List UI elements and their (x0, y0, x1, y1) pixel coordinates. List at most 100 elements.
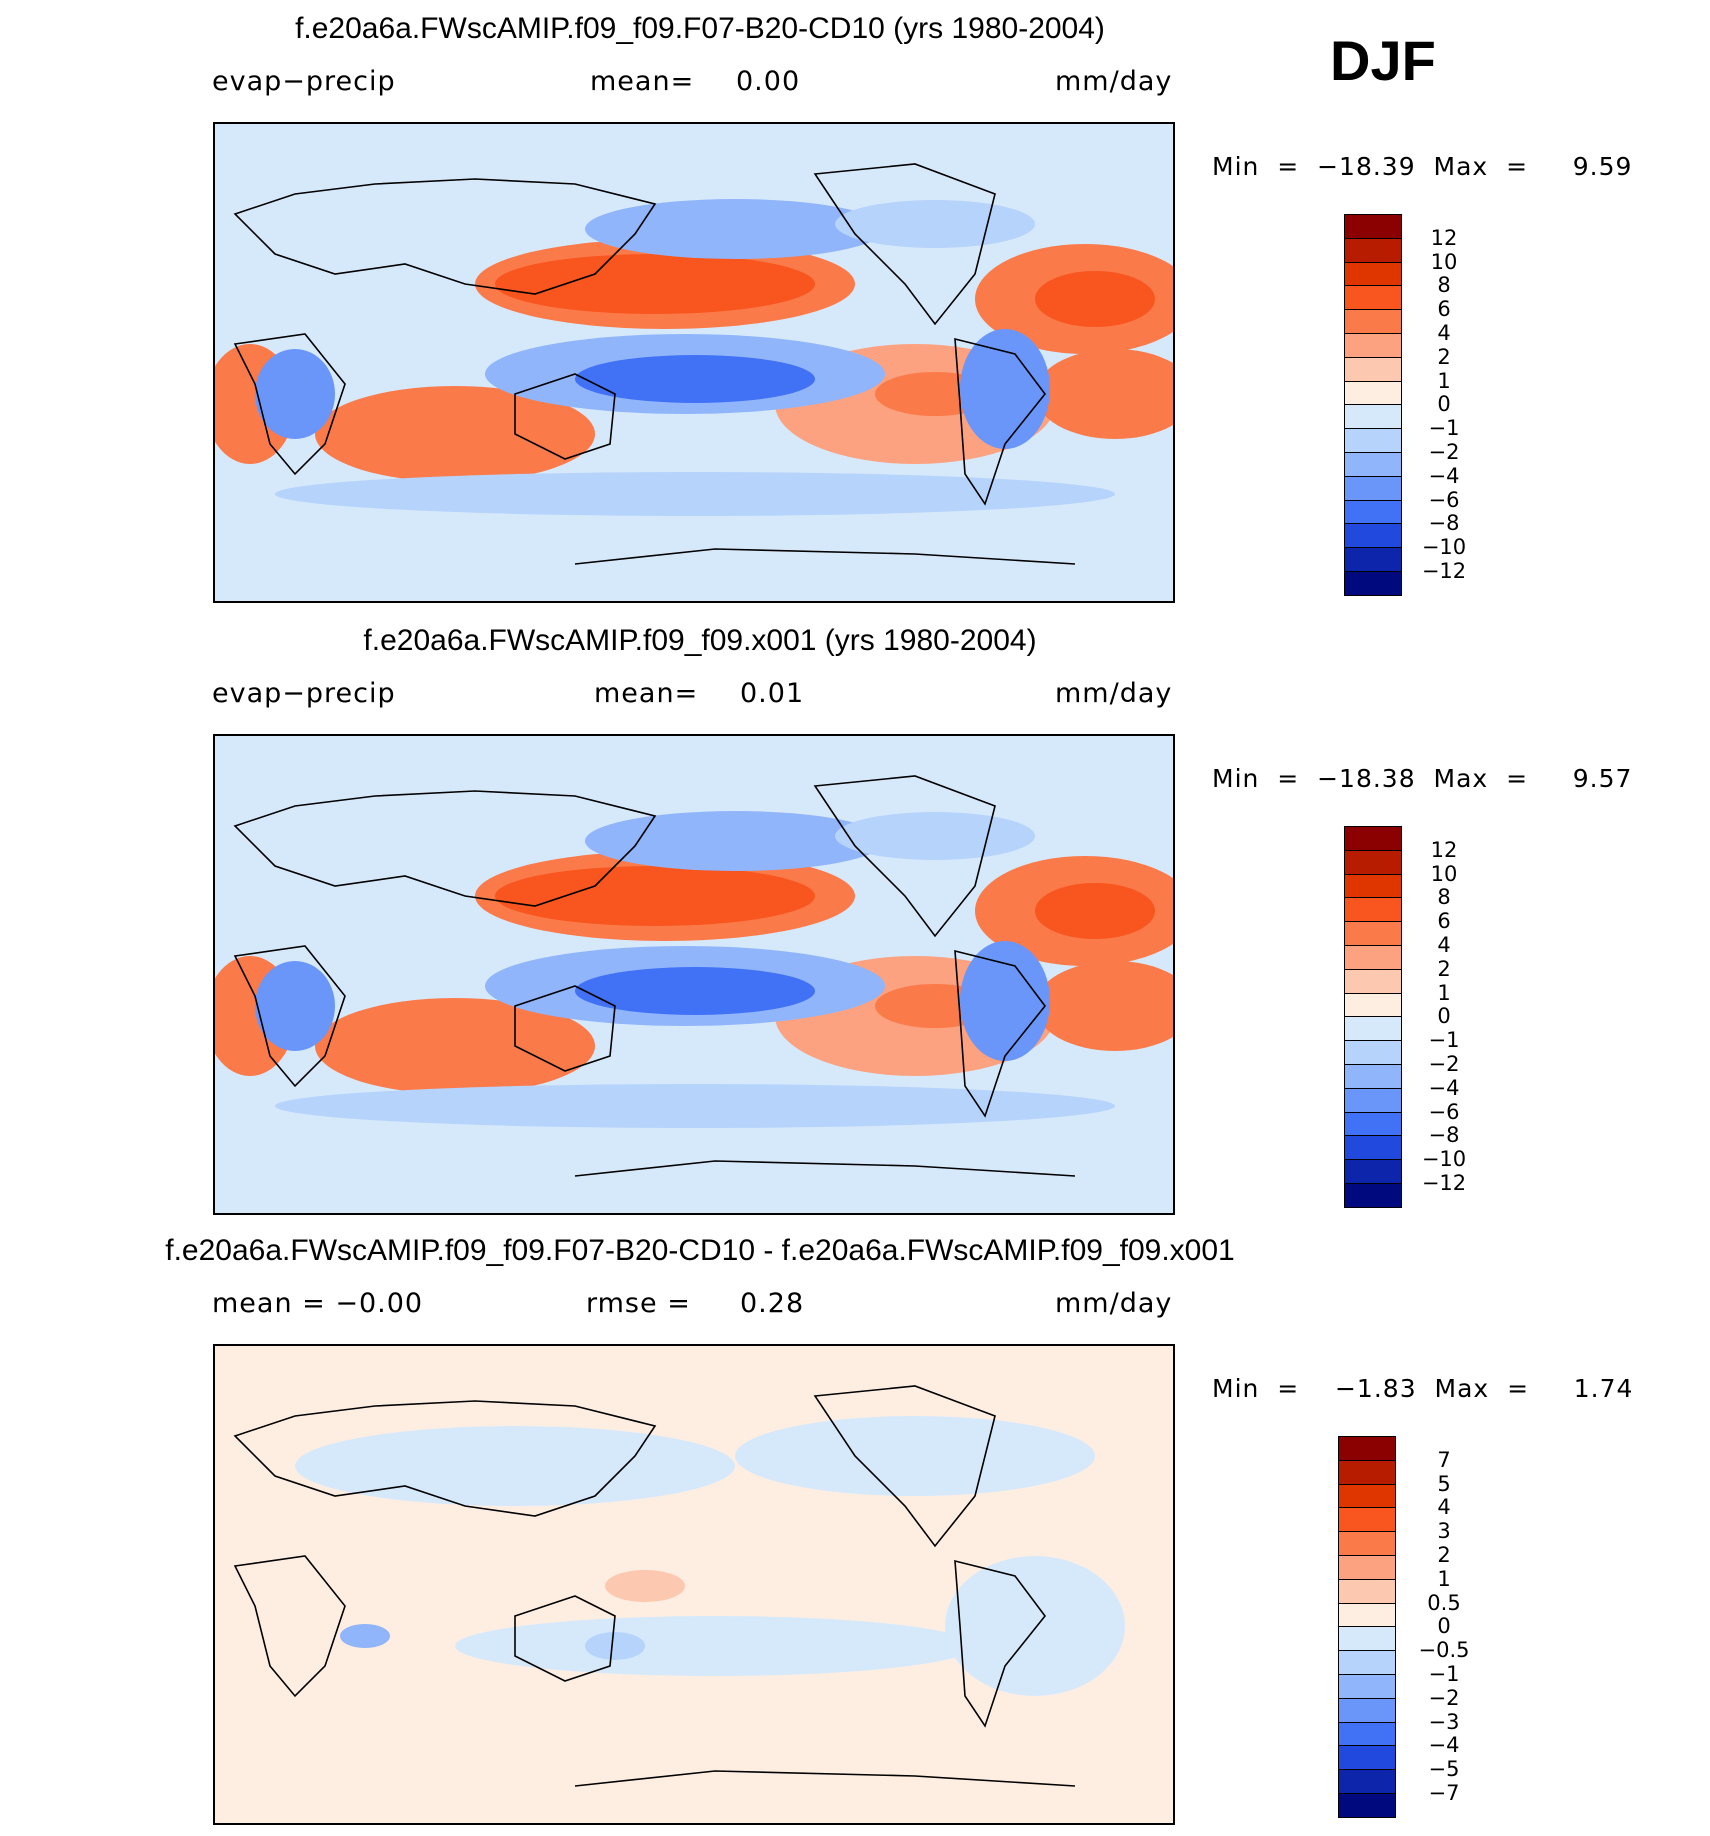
colorbar-swatch (1344, 429, 1402, 453)
colorbar-tick-label: 5 (1437, 1471, 1451, 1496)
colorbar-swatch (1344, 993, 1402, 1018)
rmse-value: 0.28 (740, 1288, 805, 1319)
panel-title: f.e20a6a.FWscAMIP.f09_f09.x001 (yrs 1980… (363, 624, 1037, 657)
colorbar-swatch (1344, 922, 1402, 946)
colorbar-tick-label: 2 (1437, 1543, 1451, 1567)
colorbar-swatch (1344, 524, 1402, 549)
coastline-antarctica (574, 1160, 1076, 1177)
colorbar-swatch (1338, 1698, 1396, 1723)
coastline-africa (233, 945, 346, 1088)
coastline-s-america (954, 337, 1047, 506)
colorbar-tick-label: 0 (1437, 392, 1451, 417)
colorbar-swatch (1344, 262, 1402, 287)
colorbar-tick-label: 4 (1437, 933, 1451, 957)
panel-1: f.e20a6a.FWscAMIP.f09_f09.F07-B20-CD10 (… (0, 0, 1710, 612)
coastline-eurasia (233, 790, 657, 907)
colorbar-swatch (1344, 874, 1402, 899)
colorbar-tick-label: 2 (1437, 956, 1451, 981)
colorbar-tick-label: 10 (1430, 249, 1458, 274)
contour-n-pacific-storm-track (585, 199, 885, 259)
contour-s-atlantic-evap (1035, 349, 1173, 439)
colorbar-swatch (1338, 1460, 1396, 1485)
map-svg (215, 736, 1173, 1213)
colorbar-swatch (1344, 898, 1402, 923)
contour-s-indian-evap (315, 998, 595, 1094)
colorbar-tick-label: 6 (1437, 909, 1451, 934)
colorbar-tick-label: −5 (1428, 1757, 1460, 1782)
coastline-n-america (813, 1385, 996, 1548)
colorbar-tick-label: 8 (1437, 885, 1451, 910)
colorbar-swatch (1344, 310, 1402, 334)
contour-diff-neg-4 (945, 1556, 1125, 1696)
colorbar-tick-label: 0 (1437, 1004, 1451, 1029)
colorbar-swatch (1344, 1183, 1402, 1208)
contour-s-indian-evap (315, 386, 595, 482)
contour-amazon-precip (960, 329, 1050, 449)
colorbar-tick-label: 10 (1430, 861, 1458, 886)
panel-title: f.e20a6a.FWscAMIP.f09_f09.F07-B20-CD10 -… (165, 1234, 1235, 1267)
colorbar-tick-label: 6 (1437, 297, 1451, 322)
colorbar-swatch (1344, 826, 1402, 851)
colorbar-tick-label: 12 (1430, 837, 1458, 862)
colorbar-swatch (1344, 381, 1402, 406)
coastline-antarctica (574, 1770, 1076, 1787)
colorbar-swatch (1344, 452, 1402, 477)
colorbar-swatch (1338, 1436, 1396, 1461)
colorbar-swatch (1344, 1160, 1402, 1184)
colorbar-swatch (1338, 1532, 1396, 1556)
contour-diff-pos-1 (605, 1570, 685, 1602)
colorbar-swatch (1338, 1770, 1396, 1794)
colorbar-swatch (1338, 1793, 1396, 1818)
colorbar-swatch (1344, 571, 1402, 596)
contour-n-atlantic-core (1035, 883, 1155, 939)
colorbar-swatch (1344, 1112, 1402, 1137)
colorbar-tick-label: 12 (1430, 225, 1458, 250)
colorbar-tick-label: −0.5 (1418, 1638, 1470, 1663)
colorbar (1338, 1436, 1396, 1818)
colorbar-tick-label: −8 (1428, 511, 1460, 536)
contour-diff-neg-3 (455, 1616, 975, 1676)
contour-amazon-precip (960, 941, 1050, 1061)
colorbar-tick-label: 4 (1437, 321, 1451, 345)
colorbar-swatch (1338, 1651, 1396, 1675)
minmax-label: Min = −18.39 Max = 9.59 (1212, 152, 1633, 181)
colorbar-tick-label: −10 (1421, 535, 1467, 560)
colorbar-tick-label: −6 (1428, 1099, 1460, 1124)
colorbar-swatch (1338, 1627, 1396, 1652)
coastline-australia (514, 985, 616, 1072)
contour-n-atlantic-storm-track (835, 812, 1035, 860)
colorbar-swatch (1344, 945, 1402, 970)
colorbar-swatch (1338, 1603, 1396, 1628)
units-label: mm/day (1055, 1288, 1173, 1319)
colorbar-swatch (1344, 476, 1402, 501)
colorbar-tick-label: −12 (1421, 559, 1467, 583)
colorbar-swatch (1338, 1746, 1396, 1771)
colorbar-swatch (1344, 969, 1402, 994)
colorbar-swatch (1338, 1508, 1396, 1533)
colorbar-tick-label: 1 (1437, 368, 1451, 393)
contour-southern-storm-track (275, 1084, 1115, 1128)
coastline-australia (514, 1595, 616, 1682)
colorbar-swatch (1344, 548, 1402, 572)
colorbar-tick-label: −1 (1428, 1662, 1460, 1686)
coastline-s-america (954, 949, 1047, 1118)
colorbar-tick-label: 0.5 (1427, 1590, 1461, 1615)
coastline-australia (514, 373, 616, 460)
coastline-antarctica (574, 548, 1076, 565)
colorbar-tick-label: −2 (1428, 1685, 1460, 1710)
colorbar-tick-label: −6 (1428, 487, 1460, 512)
colorbar-tick-label: 4 (1437, 1495, 1451, 1520)
colorbar-tick-label: 0 (1437, 1614, 1451, 1639)
contour-n-atlantic-storm-track (835, 200, 1035, 248)
season-label: DJF (1330, 29, 1436, 92)
map-svg (215, 124, 1173, 601)
contour-diff-neg-6 (340, 1624, 390, 1648)
left-label: evap−precip (212, 678, 396, 709)
contour-tropics-core (575, 967, 815, 1015)
colorbar-tick-label: 7 (1437, 1447, 1451, 1472)
contour-africa-precip (255, 961, 335, 1051)
contour-n-pacific-core (495, 866, 815, 926)
mean-value: 0.01 (740, 678, 805, 709)
colorbar-swatch (1338, 1722, 1396, 1747)
colorbar-swatch (1344, 405, 1402, 430)
